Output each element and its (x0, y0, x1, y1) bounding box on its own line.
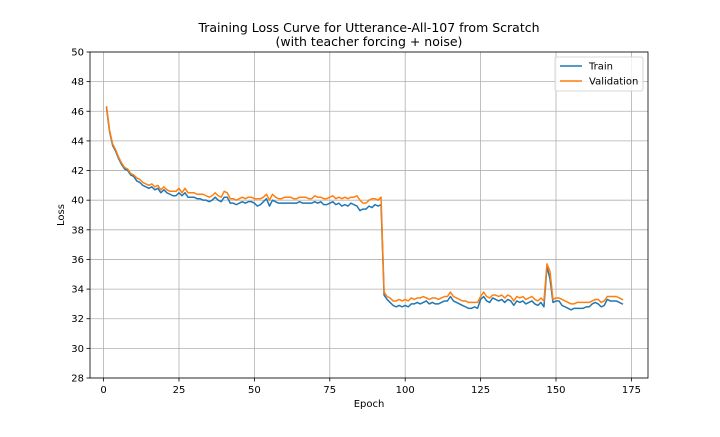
y-tick-label: 50 (71, 48, 84, 59)
y-tick-label: 36 (71, 255, 84, 266)
y-tick-label: 40 (71, 196, 84, 207)
y-tick-label: 46 (71, 107, 84, 118)
y-tick-label: 34 (71, 285, 84, 296)
legend-label-validation: Validation (589, 77, 638, 88)
x-tick-label: 175 (622, 385, 641, 396)
y-tick-label: 38 (71, 225, 84, 236)
series-layer (105, 105, 624, 311)
chart-title-line-1: Training Loss Curve for Utterance-All-10… (197, 20, 539, 35)
plot-frame (89, 51, 649, 379)
tick-layer: 0 25 50 75 100 125 150 175 28 30 32 34 36 38 40 42 44 46 4… (71, 48, 641, 397)
chart-title-line-2: (with teacher forcing + noise) (276, 34, 463, 49)
x-tick-label: 75 (323, 385, 336, 396)
y-tick-label: 42 (71, 166, 84, 177)
x-tick-label: 150 (546, 385, 565, 396)
y-tick-label: 44 (71, 136, 84, 147)
x-tick-label: 100 (396, 385, 415, 396)
y-tick-label: 28 (71, 374, 84, 385)
legend: Train Validation (554, 56, 644, 92)
series-line-validation (105, 105, 624, 305)
y-tick-label: 30 (71, 344, 84, 355)
y-axis-label: Loss (56, 204, 67, 226)
x-tick-label: 0 (100, 385, 106, 396)
plot-area (90, 52, 648, 378)
x-tick-label: 50 (248, 385, 261, 396)
legend-label-train: Train (588, 62, 613, 73)
x-tick-label: 125 (471, 385, 490, 396)
series-line-train (105, 107, 624, 311)
x-tick-label: 25 (173, 385, 186, 396)
x-axis-label: Epoch (354, 399, 385, 410)
y-tick-label: 32 (71, 314, 84, 325)
y-tick-label: 48 (71, 77, 84, 88)
